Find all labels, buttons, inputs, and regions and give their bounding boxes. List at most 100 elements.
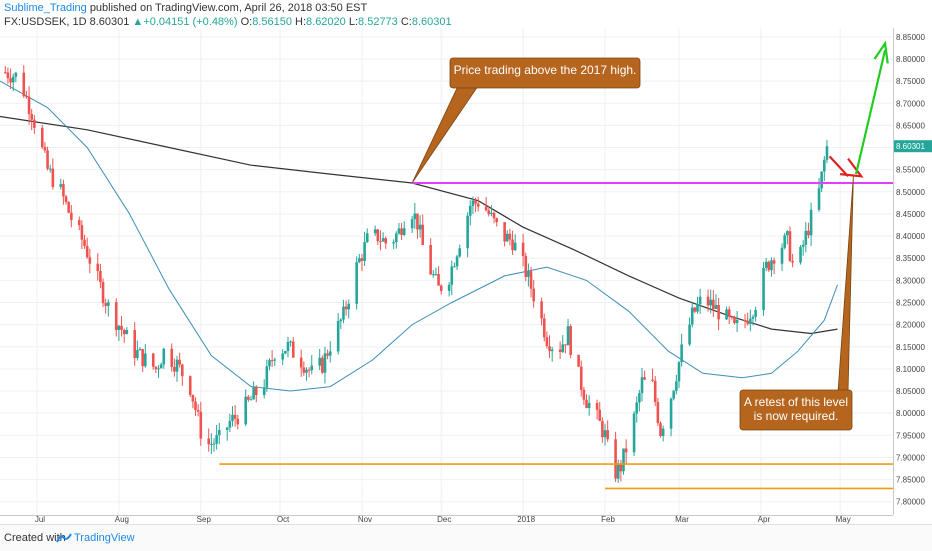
candle — [252, 381, 255, 400]
candle-body — [249, 399, 253, 401]
candle — [191, 394, 195, 409]
candle — [67, 201, 70, 214]
candle-body — [96, 263, 100, 272]
candle-body — [823, 159, 826, 172]
tradingview-logo-icon[interactable] — [56, 532, 72, 547]
candle-body — [413, 213, 417, 220]
candle — [513, 234, 517, 252]
candle — [302, 361, 306, 376]
created-with-text: Created with — [4, 532, 66, 544]
grid — [0, 28, 893, 515]
candle-body — [107, 302, 110, 306]
candle-body — [64, 196, 68, 203]
candle-body — [751, 316, 755, 319]
candle-body — [656, 401, 660, 424]
x-tick-label: Jul — [35, 515, 45, 524]
candle — [281, 349, 284, 366]
candle-body — [376, 229, 380, 242]
candle-body — [717, 305, 720, 320]
candle-body — [643, 377, 646, 380]
candle-body — [326, 353, 329, 356]
symbol-label: FX:USDSEK, 1D — [4, 16, 87, 28]
candle-body — [83, 239, 86, 246]
last-price-label: 8.60301 — [896, 142, 925, 151]
candle — [59, 178, 63, 190]
candle-body — [270, 360, 274, 362]
candle — [14, 71, 18, 83]
candle-body — [431, 274, 435, 276]
x-tick-label: Mar — [675, 515, 689, 524]
candle — [804, 222, 808, 253]
candle-body — [817, 188, 821, 210]
candle — [587, 395, 591, 416]
y-tick-label: 8.55000 — [896, 166, 925, 175]
candle — [603, 423, 607, 446]
candle — [772, 257, 776, 275]
callout-text: Price trading above the 2017 high. — [454, 63, 637, 77]
candle-body — [173, 366, 176, 372]
candle — [730, 315, 734, 320]
y-tick-label: 8.35000 — [896, 254, 925, 263]
candle — [286, 336, 290, 358]
candle-body — [577, 354, 580, 367]
candle-body — [749, 318, 752, 324]
candle-body — [561, 344, 565, 352]
candle — [511, 230, 514, 255]
candle — [268, 358, 271, 371]
candle — [99, 263, 102, 289]
candle — [83, 234, 86, 249]
candle — [466, 212, 469, 258]
candle — [22, 65, 26, 98]
candle — [696, 296, 699, 314]
close-value: 8.60301 — [411, 16, 452, 28]
candle — [550, 346, 554, 362]
candle-body — [48, 168, 52, 170]
tradingview-brand-link[interactable]: TradingView — [74, 532, 135, 544]
candle — [77, 216, 81, 231]
candle-body — [659, 423, 662, 437]
candle-body — [233, 414, 237, 419]
candle — [799, 245, 802, 265]
candle — [601, 417, 604, 443]
candle-body — [281, 353, 284, 360]
candle — [96, 253, 100, 281]
candle-body — [162, 348, 166, 365]
candle-body — [392, 242, 395, 244]
candlestick-chart[interactable]: 8.850008.800008.750008.700008.650008.600… — [0, 28, 932, 524]
candle — [410, 215, 414, 234]
candle — [820, 171, 823, 193]
candle-body — [606, 430, 609, 440]
candle-body — [640, 377, 644, 394]
candle-body — [548, 346, 551, 352]
candle — [807, 222, 810, 239]
y-tick-label: 7.85000 — [896, 476, 925, 485]
candle — [104, 298, 107, 314]
candle-body — [820, 171, 823, 189]
candle-body — [196, 409, 200, 412]
candle — [326, 349, 329, 360]
username-link[interactable]: Sublime_Trading — [4, 2, 87, 14]
candle-body — [136, 350, 139, 359]
candle-body — [268, 360, 271, 367]
candle-body — [466, 215, 469, 249]
candle — [706, 289, 710, 312]
candle — [175, 355, 179, 382]
candle-body — [416, 213, 419, 230]
candle — [310, 355, 314, 375]
candle — [125, 327, 129, 335]
candle-body — [455, 256, 459, 267]
candle — [548, 335, 551, 359]
x-tick-label: Oct — [277, 515, 290, 524]
candle — [505, 230, 509, 242]
candle — [117, 324, 121, 341]
candle-body — [566, 326, 570, 346]
candle — [690, 301, 694, 328]
x-tick-label: Feb — [601, 515, 615, 524]
candle-body — [188, 376, 192, 395]
chart-background — [0, 28, 932, 524]
candle — [786, 230, 789, 245]
candle — [521, 233, 525, 267]
y-tick-label: 8.00000 — [896, 409, 925, 418]
candle-body — [381, 238, 385, 242]
candle — [46, 146, 49, 171]
